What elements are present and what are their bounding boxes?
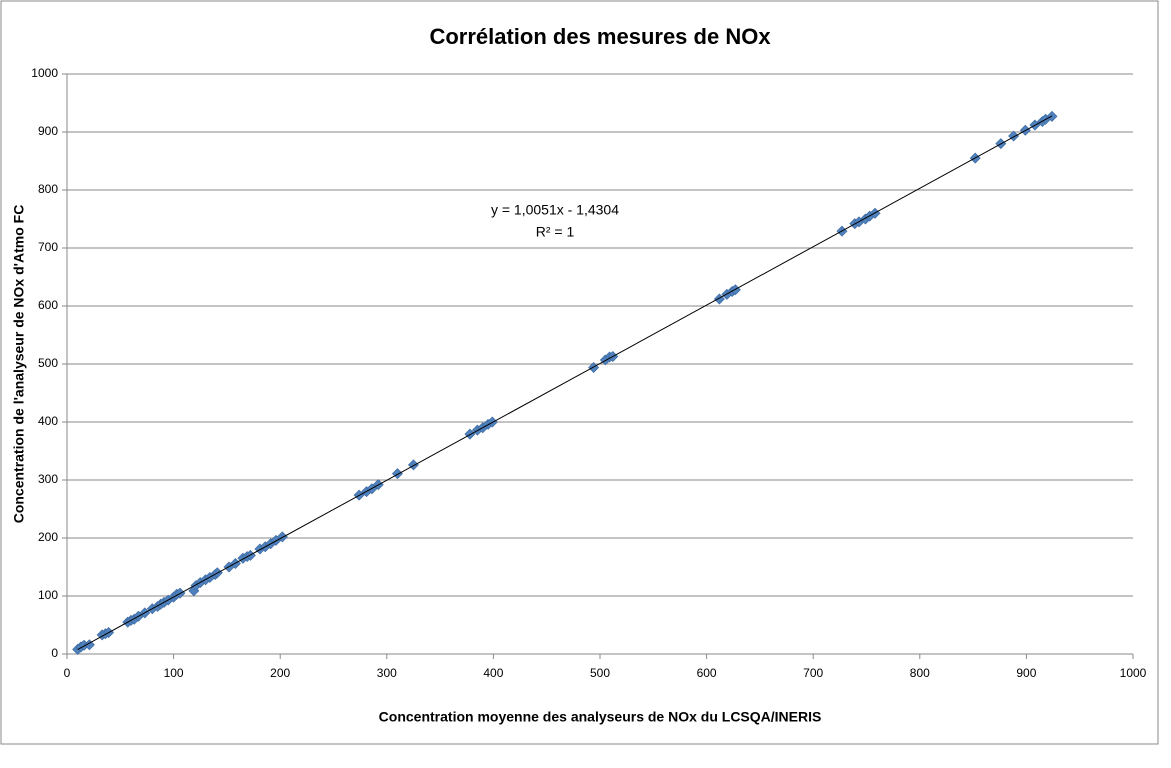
y-axis-label: Concentration de l'analyseur de NOx d'At…	[11, 205, 27, 524]
x-tick-label: 100	[164, 666, 184, 680]
x-tick-label: 800	[910, 666, 930, 680]
x-tick-label: 900	[1016, 666, 1036, 680]
y-tick-label: 900	[38, 124, 58, 138]
x-tick-label: 600	[697, 666, 717, 680]
y-tick-label: 0	[51, 646, 58, 660]
y-tick-label: 400	[38, 414, 58, 428]
x-tick-label: 1000	[1120, 666, 1147, 680]
chart-border	[0, 0, 1159, 745]
x-tick-label: 200	[270, 666, 290, 680]
trendline	[77, 115, 1053, 651]
chart-title: Corrélation des mesures de NOx	[429, 24, 771, 49]
y-tick-label: 700	[38, 240, 58, 254]
y-tick-label: 800	[38, 182, 58, 196]
x-tick-label: 500	[590, 666, 610, 680]
y-tick-label: 500	[38, 356, 58, 370]
y-tick-label: 600	[38, 298, 58, 312]
x-tick-label: 700	[803, 666, 823, 680]
y-tick-label: 100	[38, 588, 58, 602]
r-squared: R² = 1	[536, 224, 575, 240]
y-tick-label: 1000	[31, 66, 58, 80]
y-tick-label: 200	[38, 530, 58, 544]
x-axis-label: Concentration moyenne des analyseurs de …	[379, 709, 822, 725]
y-tick-label: 300	[38, 472, 58, 486]
equation: y = 1,0051x - 1,4304	[491, 202, 619, 218]
x-tick-label: 400	[483, 666, 503, 680]
x-tick-label: 0	[64, 666, 71, 680]
x-tick-label: 300	[377, 666, 397, 680]
